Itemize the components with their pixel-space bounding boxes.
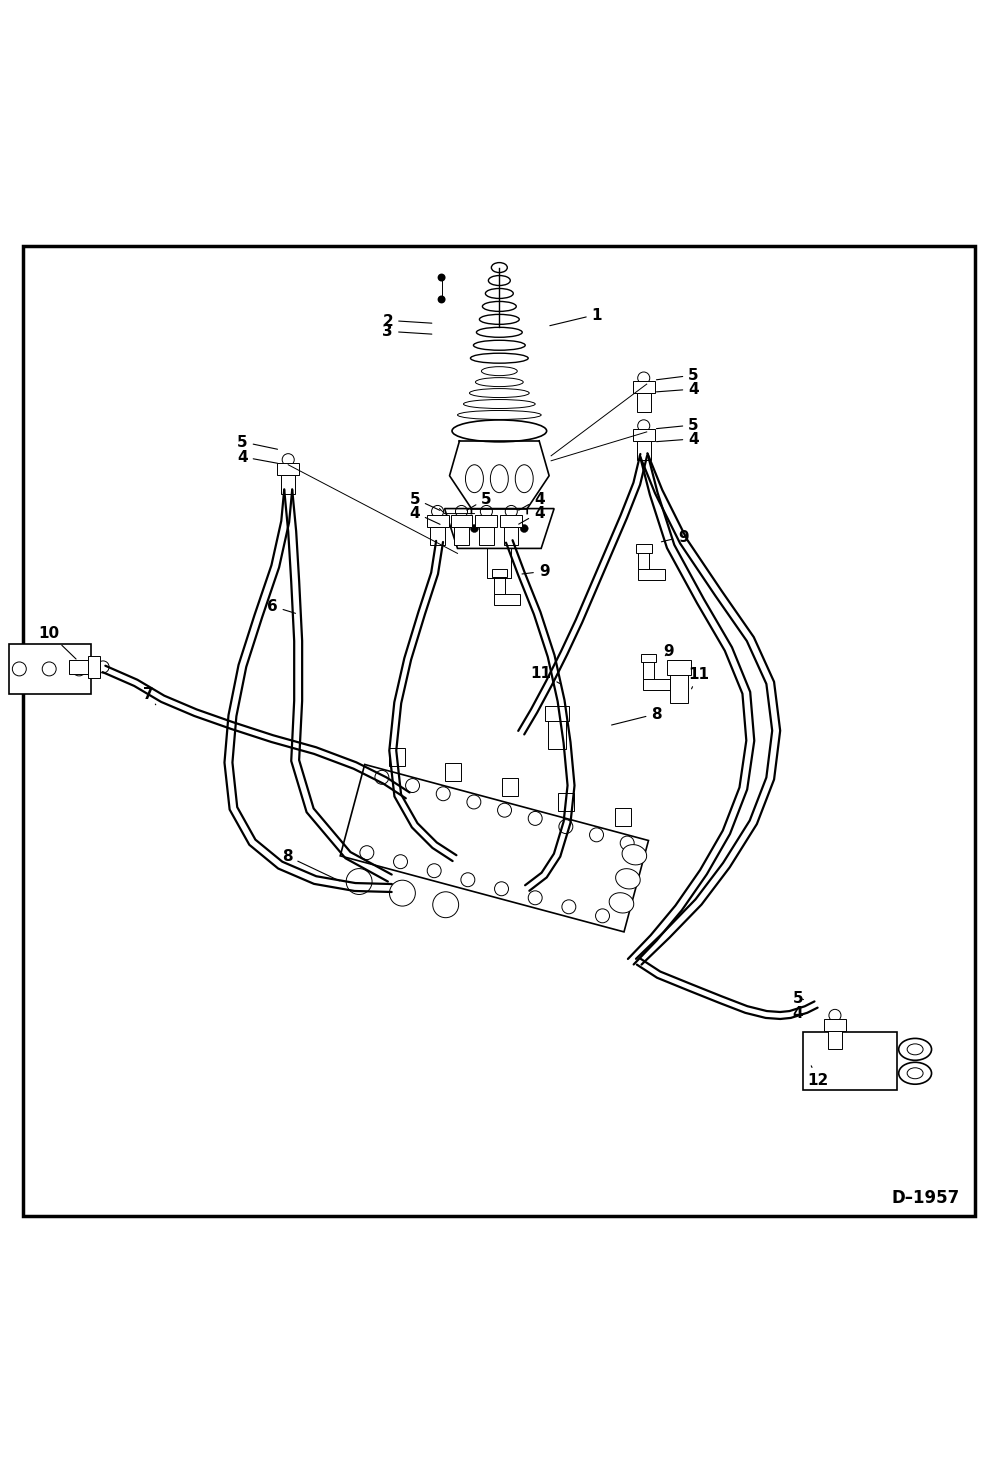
Bar [638,570,665,580]
Text: 12: 12 [806,1066,828,1088]
Ellipse shape [491,263,507,273]
Bar [491,570,507,577]
Ellipse shape [898,1038,931,1060]
Text: 4: 4 [518,506,544,525]
Ellipse shape [457,411,541,420]
Ellipse shape [622,845,647,866]
Bar [430,528,444,545]
Bar [827,1031,841,1050]
Ellipse shape [485,289,513,300]
Bar [494,576,504,595]
Text: 11: 11 [530,665,559,684]
Bar [636,442,651,461]
Text: 4: 4 [656,431,699,447]
Polygon shape [444,509,554,548]
Text: 5: 5 [466,491,491,510]
Text: 5: 5 [656,418,699,433]
Text: 9: 9 [661,529,689,544]
Circle shape [470,525,478,534]
Bar [388,749,404,766]
Ellipse shape [463,401,535,409]
Text: 11: 11 [688,667,709,689]
Bar [69,661,88,674]
Bar [479,528,493,545]
Text: 9: 9 [663,643,674,659]
Text: 5: 5 [656,368,699,383]
Bar [636,393,651,412]
Ellipse shape [465,465,483,493]
Text: 10: 10 [39,626,76,659]
Bar [823,1019,845,1031]
Text: 4: 4 [792,1006,803,1020]
Bar [504,528,518,545]
Bar [643,661,654,680]
Text: 7: 7 [144,687,156,705]
Polygon shape [340,765,648,933]
Bar [633,430,655,442]
Text: 5: 5 [409,491,440,510]
Bar [638,551,649,570]
Text: 4: 4 [656,382,699,398]
Ellipse shape [488,276,510,287]
Bar [641,654,656,662]
Bar [500,515,522,528]
Text: 5: 5 [792,990,803,1006]
Ellipse shape [481,367,517,376]
Bar [615,808,631,826]
Bar [494,595,520,605]
Ellipse shape [479,314,519,325]
Circle shape [437,295,445,304]
Ellipse shape [452,421,546,443]
Ellipse shape [609,893,634,914]
Ellipse shape [515,465,533,493]
Ellipse shape [615,868,640,889]
Ellipse shape [482,303,516,311]
Text: 2: 2 [382,313,431,329]
Text: 9: 9 [522,564,549,579]
Text: 1: 1 [550,307,602,326]
Bar [548,719,566,749]
Ellipse shape [476,327,522,338]
Text: 8: 8 [611,706,662,725]
Bar [545,706,569,721]
Bar [450,515,472,528]
Bar [88,656,100,678]
Circle shape [520,525,528,534]
Bar [9,645,91,694]
Bar [643,680,670,690]
Bar [475,515,497,528]
Bar [636,545,651,553]
Ellipse shape [470,354,528,364]
Bar [454,528,468,545]
Bar [280,475,295,494]
Bar [277,463,299,475]
Text: 4: 4 [518,491,544,510]
Bar [670,674,687,703]
Ellipse shape [490,465,508,493]
Text: 5: 5 [237,434,277,450]
Text: 4: 4 [409,506,440,525]
Bar [667,661,690,675]
Text: 4: 4 [237,450,277,465]
Text: 6: 6 [266,599,295,614]
Ellipse shape [469,389,529,398]
Text: 3: 3 [382,325,431,339]
Circle shape [437,273,445,282]
Ellipse shape [473,341,525,351]
Bar [501,778,517,797]
Ellipse shape [898,1063,931,1085]
Bar [426,515,448,528]
Text: 8: 8 [281,849,339,882]
Ellipse shape [475,379,523,387]
Bar [633,382,655,393]
Bar [802,1032,896,1091]
Bar [558,794,574,811]
Bar [445,763,461,781]
Text: D–1957: D–1957 [890,1189,959,1206]
